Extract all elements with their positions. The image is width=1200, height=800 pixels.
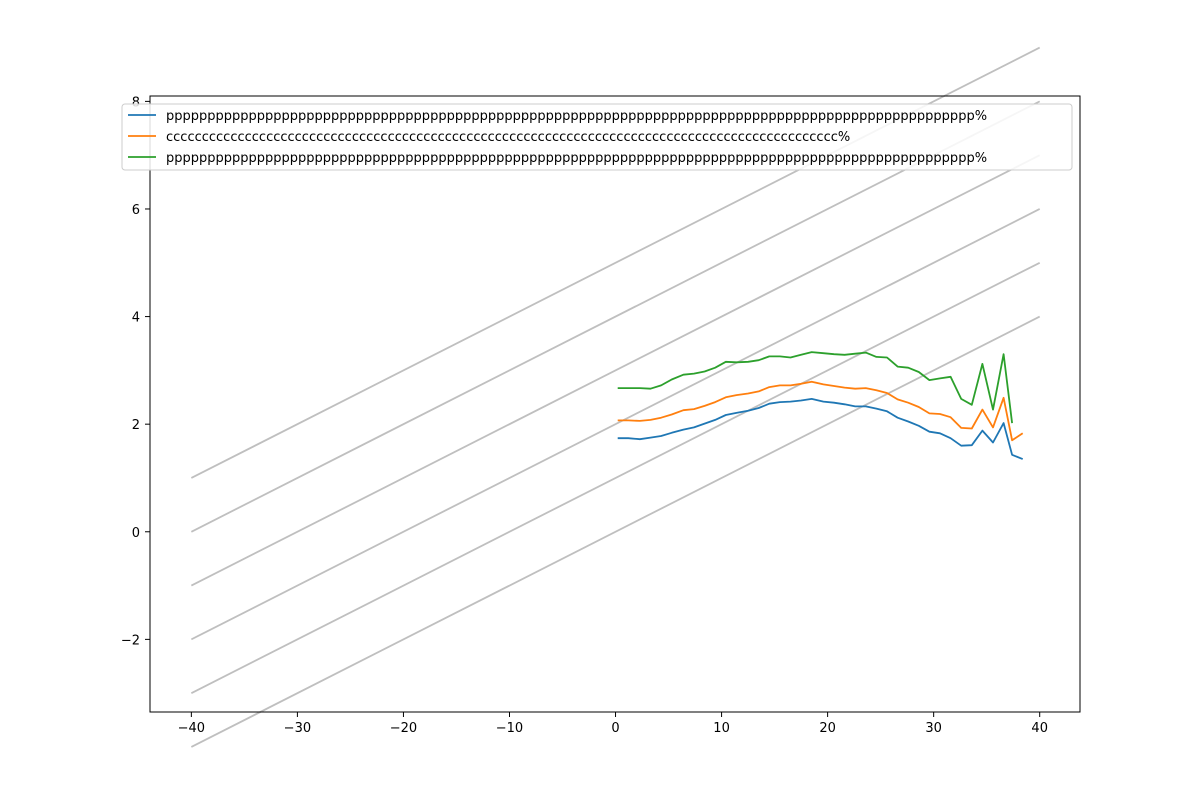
- legend-label: cccccccccccccccccccccccccccccccccccccccc…: [166, 130, 850, 145]
- series-line-3: [617, 351, 1013, 424]
- x-tick-label: 10: [713, 721, 730, 736]
- legend-label: pppppppppppppppppppppppppppppppppppppppp…: [166, 109, 987, 124]
- reference-line: [190, 100, 1041, 533]
- x-tick-label: −30: [284, 721, 311, 736]
- y-tick-label: 4: [132, 311, 140, 326]
- legend-box: [121, 103, 1073, 171]
- y-tick-label: 0: [132, 526, 140, 541]
- reference-line: [190, 208, 1041, 641]
- x-tick-label: 40: [1031, 721, 1048, 736]
- x-tick-label: −40: [178, 721, 205, 736]
- y-axis: −2 0 2 4 6 8: [121, 95, 150, 648]
- x-axis: −40 −30 −20 −10 0 10 20 30 40: [178, 712, 1048, 736]
- x-tick-label: −10: [496, 721, 523, 736]
- y-tick-label: 8: [132, 95, 140, 110]
- reference-line: [190, 154, 1041, 587]
- series-lines: [617, 351, 1024, 460]
- y-tick-label: −2: [121, 633, 140, 648]
- series-line-2: [617, 380, 1024, 442]
- reference-lines: [190, 46, 1041, 748]
- y-tick-label: 2: [132, 418, 140, 433]
- legend-label: pppppppppppppppppppppppppppppppppppppppp…: [166, 151, 987, 166]
- x-tick-label: 30: [925, 721, 942, 736]
- reference-line: [190, 261, 1041, 694]
- y-tick-label: 6: [132, 203, 140, 218]
- x-tick-label: 20: [819, 721, 836, 736]
- reference-line: [190, 315, 1041, 748]
- legend: pppppppppppppppppppppppppppppppppppppppp…: [121, 103, 1073, 171]
- series-line-1: [617, 397, 1024, 460]
- x-tick-label: −20: [390, 721, 417, 736]
- x-tick-label: 0: [611, 721, 619, 736]
- plot-frame: [149, 95, 1081, 713]
